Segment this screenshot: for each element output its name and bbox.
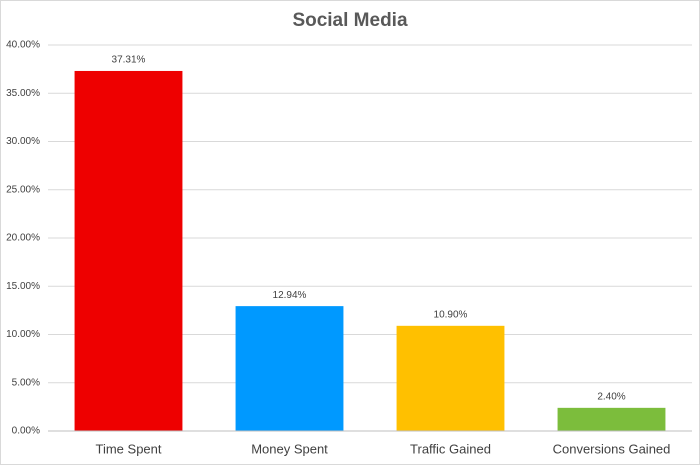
bar [557,407,666,431]
bar [74,70,183,431]
x-tick-label: Money Spent [251,441,328,456]
y-tick-label: 35.00% [6,88,40,99]
value-label: 37.31% [112,55,146,66]
x-tick-label: Traffic Gained [410,441,491,456]
y-tick-label: 15.00% [6,281,40,292]
bar [235,306,344,431]
y-tick-label: 40.00% [6,40,40,51]
y-tick-label: 0.00% [12,426,40,437]
y-tick-label: 25.00% [6,184,40,195]
y-tick-label: 10.00% [6,329,40,340]
value-label: 12.94% [273,290,307,301]
bar [396,325,505,431]
x-tick-label: Conversions Gained [553,441,671,456]
y-tick-label: 30.00% [6,136,40,147]
chart-title: Social Media [292,10,408,31]
value-label: 10.90% [434,309,468,320]
y-tick-label: 20.00% [6,233,40,244]
x-tick-label: Time Spent [96,441,162,456]
value-label: 2.40% [597,391,625,402]
y-tick-label: 5.00% [12,377,40,388]
